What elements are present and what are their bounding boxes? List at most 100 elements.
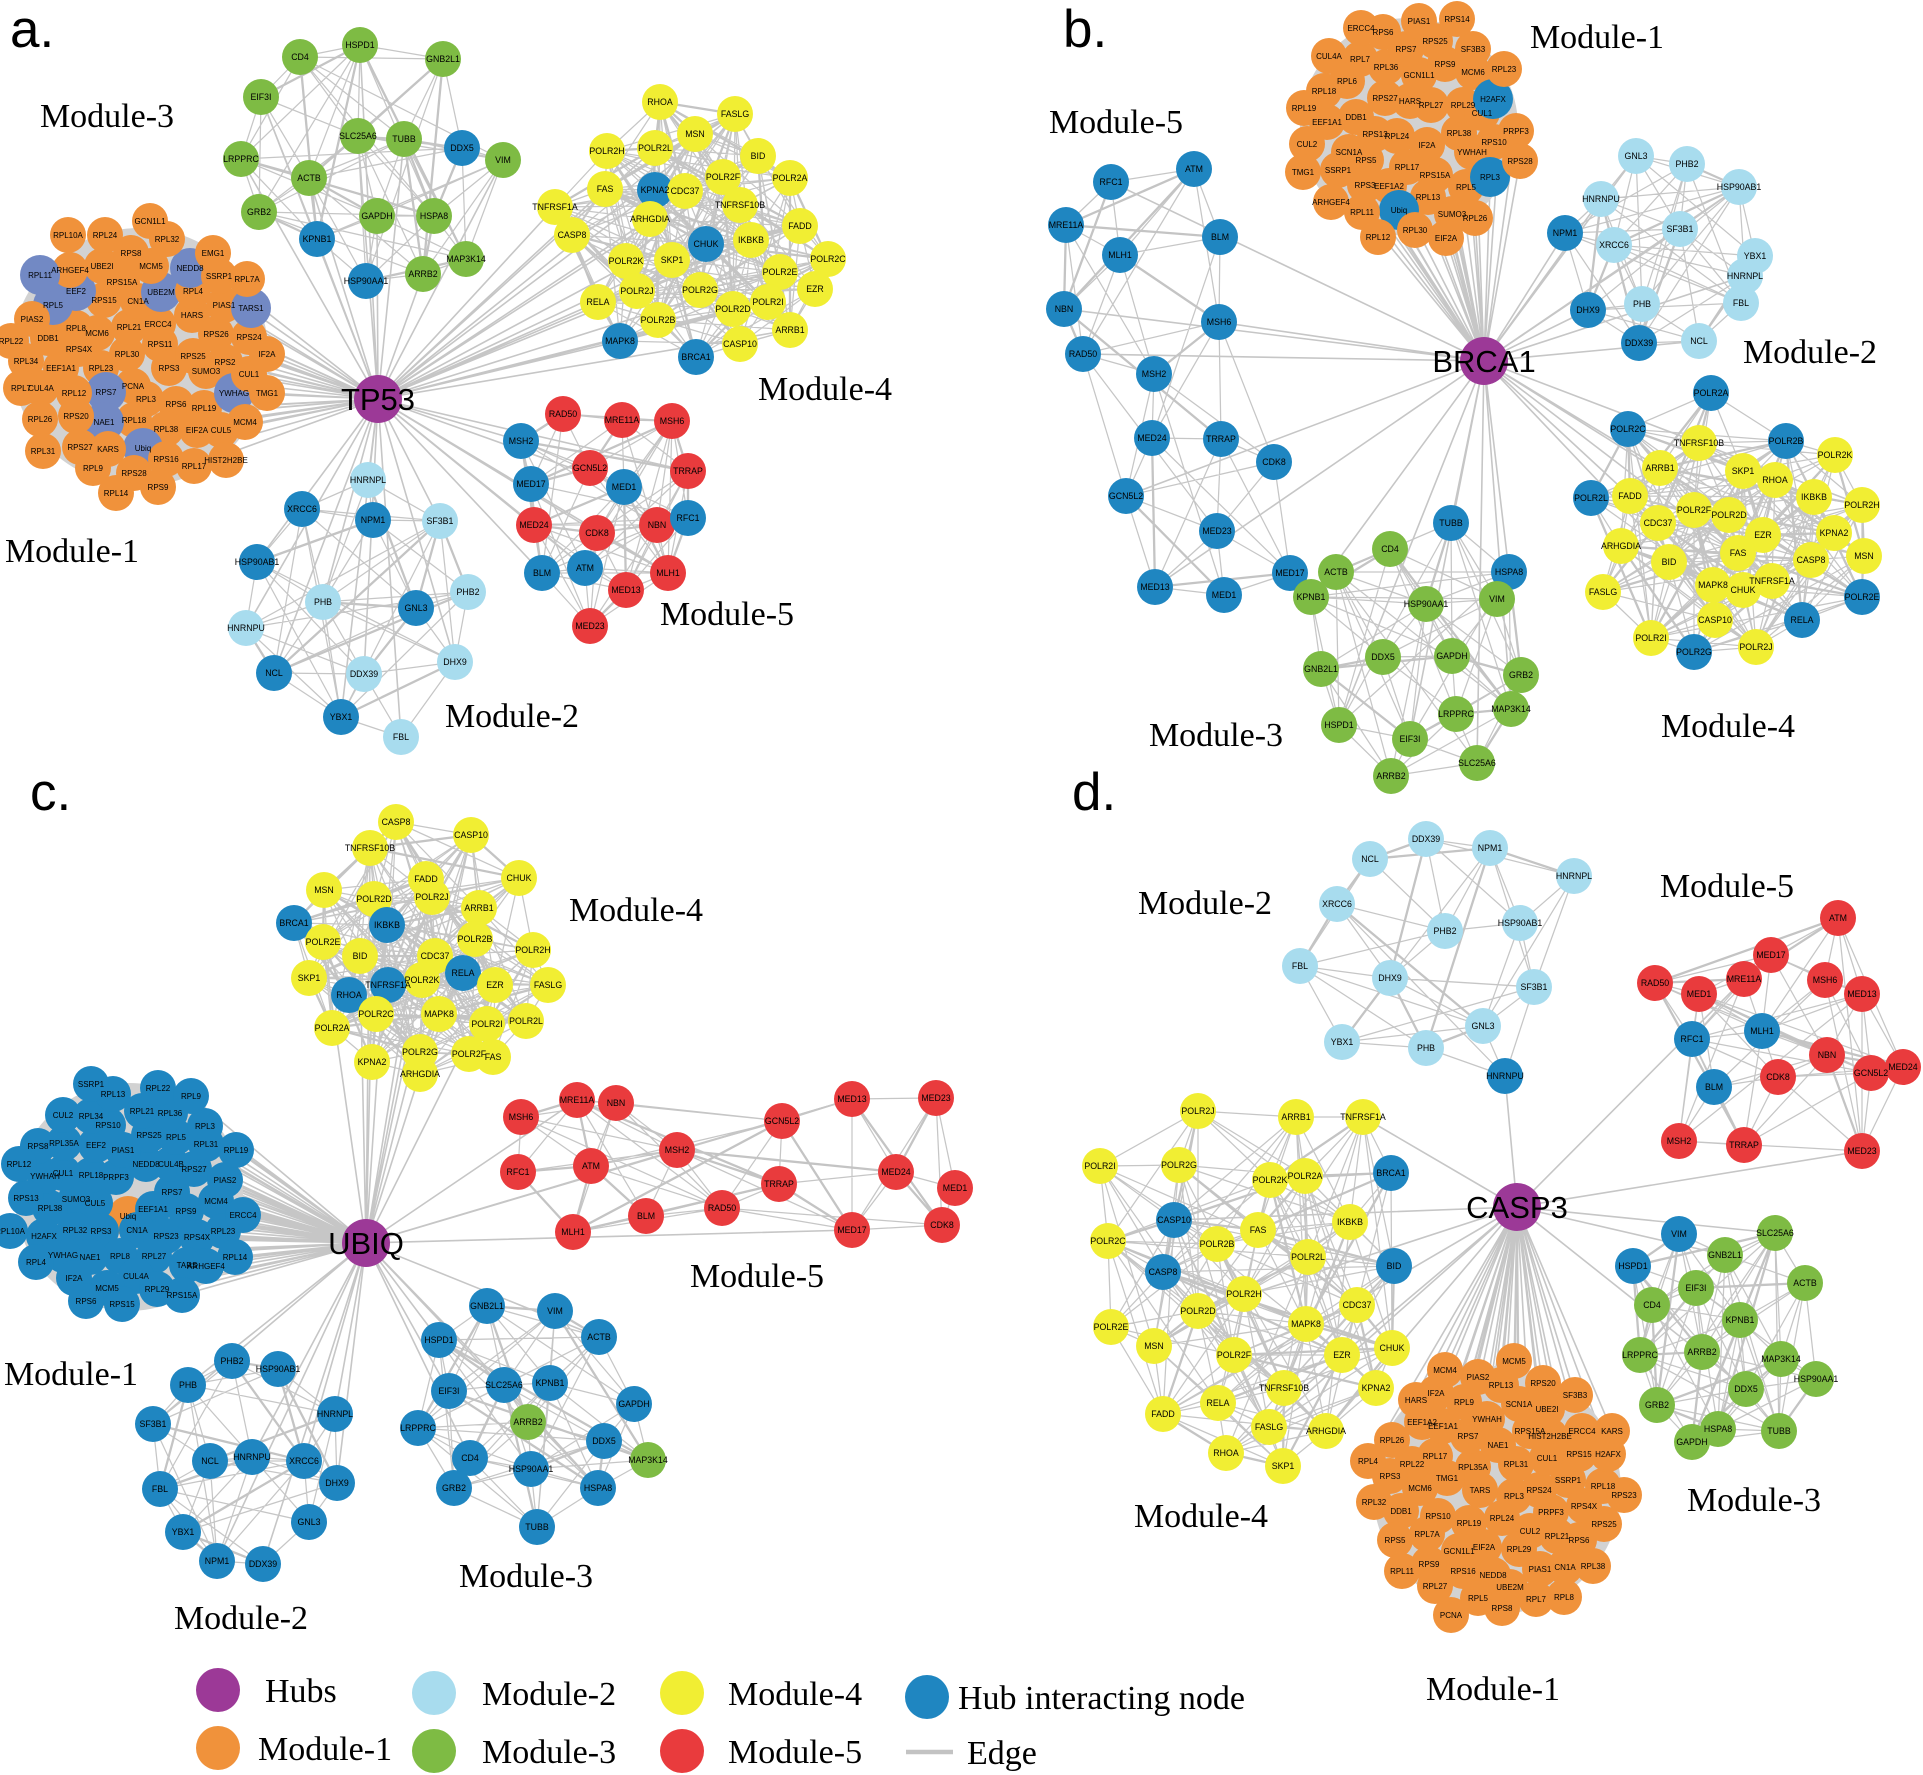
svg-text:SKP1: SKP1 [298,973,321,983]
svg-text:HNRNPU: HNRNPU [233,1452,271,1462]
svg-text:NBN: NBN [1055,304,1074,314]
svg-text:GAPDH: GAPDH [1436,651,1467,661]
svg-text:RPS27: RPS27 [67,443,93,452]
svg-text:FBL: FBL [152,1484,168,1494]
svg-text:HSP90AB1: HSP90AB1 [235,557,280,567]
svg-text:ARRB1: ARRB1 [464,903,493,913]
svg-text:MED13: MED13 [1140,582,1169,592]
svg-text:TUBB: TUBB [1767,1426,1791,1436]
svg-text:GAPDH: GAPDH [1676,1437,1707,1447]
svg-text:MED24: MED24 [881,1167,910,1177]
svg-text:RPL29: RPL29 [1507,1545,1532,1554]
svg-text:ATM: ATM [1185,164,1203,174]
svg-text:NPM1: NPM1 [205,1556,230,1566]
svg-text:IF2A: IF2A [259,350,277,359]
svg-text:YBX1: YBX1 [1744,251,1767,261]
svg-text:MAPK8: MAPK8 [605,336,635,346]
svg-text:ERCC4: ERCC4 [229,1211,257,1220]
svg-text:RPS7: RPS7 [1396,45,1417,54]
svg-text:MRE11A: MRE11A [1049,220,1084,230]
svg-text:PIAS1: PIAS1 [1408,17,1431,26]
svg-text:MED23: MED23 [575,621,604,631]
svg-text:UBE2I: UBE2I [1535,1405,1558,1414]
svg-text:NEDD8: NEDD8 [1479,1571,1507,1580]
svg-text:RPL3: RPL3 [136,395,157,404]
svg-text:Hubs: Hubs [265,1673,337,1710]
svg-text:HSPD1: HSPD1 [424,1335,453,1345]
svg-text:POLR2K: POLR2K [609,256,644,266]
svg-text:ARRB1: ARRB1 [775,325,804,335]
svg-text:RPL27: RPL27 [1423,1582,1448,1591]
svg-text:RPL21: RPL21 [130,1107,155,1116]
svg-text:ARHGDIA: ARHGDIA [630,214,670,224]
svg-text:RPL21: RPL21 [117,323,142,332]
svg-text:DDB1: DDB1 [1345,113,1367,122]
svg-text:RPL17: RPL17 [1423,1452,1448,1461]
svg-text:MSH2: MSH2 [509,436,534,446]
svg-text:ACTB: ACTB [297,173,321,183]
svg-text:EEF1A1: EEF1A1 [46,364,76,373]
svg-text:RPL6: RPL6 [1337,77,1358,86]
svg-text:MED17: MED17 [837,1225,866,1235]
svg-text:NAE1: NAE1 [80,1253,101,1262]
svg-text:POLR2B: POLR2B [641,315,676,325]
svg-text:HSP90AA1: HSP90AA1 [509,1464,554,1474]
svg-text:ARHGEF4: ARHGEF4 [1312,198,1350,207]
svg-text:RPS23: RPS23 [153,1232,179,1241]
svg-text:TNFRSF10B: TNFRSF10B [1259,1383,1309,1393]
svg-text:PIAS2: PIAS2 [21,315,44,324]
svg-text:RPS15: RPS15 [91,296,117,305]
svg-text:POLR2H: POLR2H [515,945,550,955]
svg-text:RPL38: RPL38 [154,425,179,434]
svg-text:POLR2G: POLR2G [1676,647,1712,657]
svg-text:EEF1A2: EEF1A2 [1407,1418,1437,1427]
svg-text:RPL23: RPL23 [1492,65,1517,74]
svg-text:RPL36: RPL36 [1374,63,1399,72]
svg-text:RPL4: RPL4 [26,1258,47,1267]
svg-text:PHB2: PHB2 [1434,926,1457,936]
svg-text:CUL2: CUL2 [1520,1527,1541,1536]
svg-text:NCL: NCL [1361,854,1379,864]
svg-text:XRCC6: XRCC6 [287,504,317,514]
svg-text:NCL: NCL [201,1456,219,1466]
svg-text:CD4: CD4 [291,52,309,62]
svg-text:BRCA1: BRCA1 [1376,1168,1405,1178]
svg-text:KPNA2: KPNA2 [1820,528,1849,538]
svg-text:GNL3: GNL3 [405,603,428,613]
svg-text:SKP1: SKP1 [1732,466,1755,476]
svg-text:TMG1: TMG1 [256,389,279,398]
svg-text:GNB2L1: GNB2L1 [470,1301,504,1311]
svg-text:CASP8: CASP8 [1149,1267,1178,1277]
svg-text:BID: BID [1387,1261,1402,1271]
svg-text:IF2A: IF2A [1428,1389,1446,1398]
svg-text:SF3B1: SF3B1 [427,516,454,526]
svg-text:HSPA8: HSPA8 [420,211,448,221]
svg-text:POLR2L: POLR2L [638,143,672,153]
svg-text:RPS25: RPS25 [180,352,206,361]
svg-text:RPS3: RPS3 [91,1227,112,1236]
svg-text:CUL1: CUL1 [53,1169,74,1178]
svg-text:MCM5: MCM5 [139,262,163,271]
svg-text:BID: BID [751,151,766,161]
svg-text:LRPPRC: LRPPRC [223,154,259,164]
svg-text:Module-4: Module-4 [569,892,703,929]
svg-text:MCM4: MCM4 [1433,1366,1457,1375]
svg-text:RPS7: RPS7 [162,1188,183,1197]
svg-text:Module-3: Module-3 [1687,1482,1821,1519]
svg-text:PIAS2: PIAS2 [1467,1373,1490,1382]
svg-text:MSH6: MSH6 [660,416,685,426]
svg-text:DHX9: DHX9 [443,657,467,667]
svg-text:RPL31: RPL31 [194,1140,219,1149]
svg-text:PHB2: PHB2 [221,1356,244,1366]
svg-text:RPS4X: RPS4X [184,1233,211,1242]
svg-text:RPL32: RPL32 [155,235,180,244]
svg-text:TP53: TP53 [341,382,415,417]
svg-text:RFC1: RFC1 [507,1167,530,1177]
svg-text:CUL1: CUL1 [239,370,260,379]
svg-text:RPL22: RPL22 [146,1084,171,1093]
svg-text:RFC1: RFC1 [677,513,700,523]
svg-text:MCM6: MCM6 [1461,68,1485,77]
svg-text:PIAS1: PIAS1 [213,301,236,310]
svg-text:RPL27: RPL27 [1419,101,1444,110]
svg-text:VIM: VIM [495,155,511,165]
